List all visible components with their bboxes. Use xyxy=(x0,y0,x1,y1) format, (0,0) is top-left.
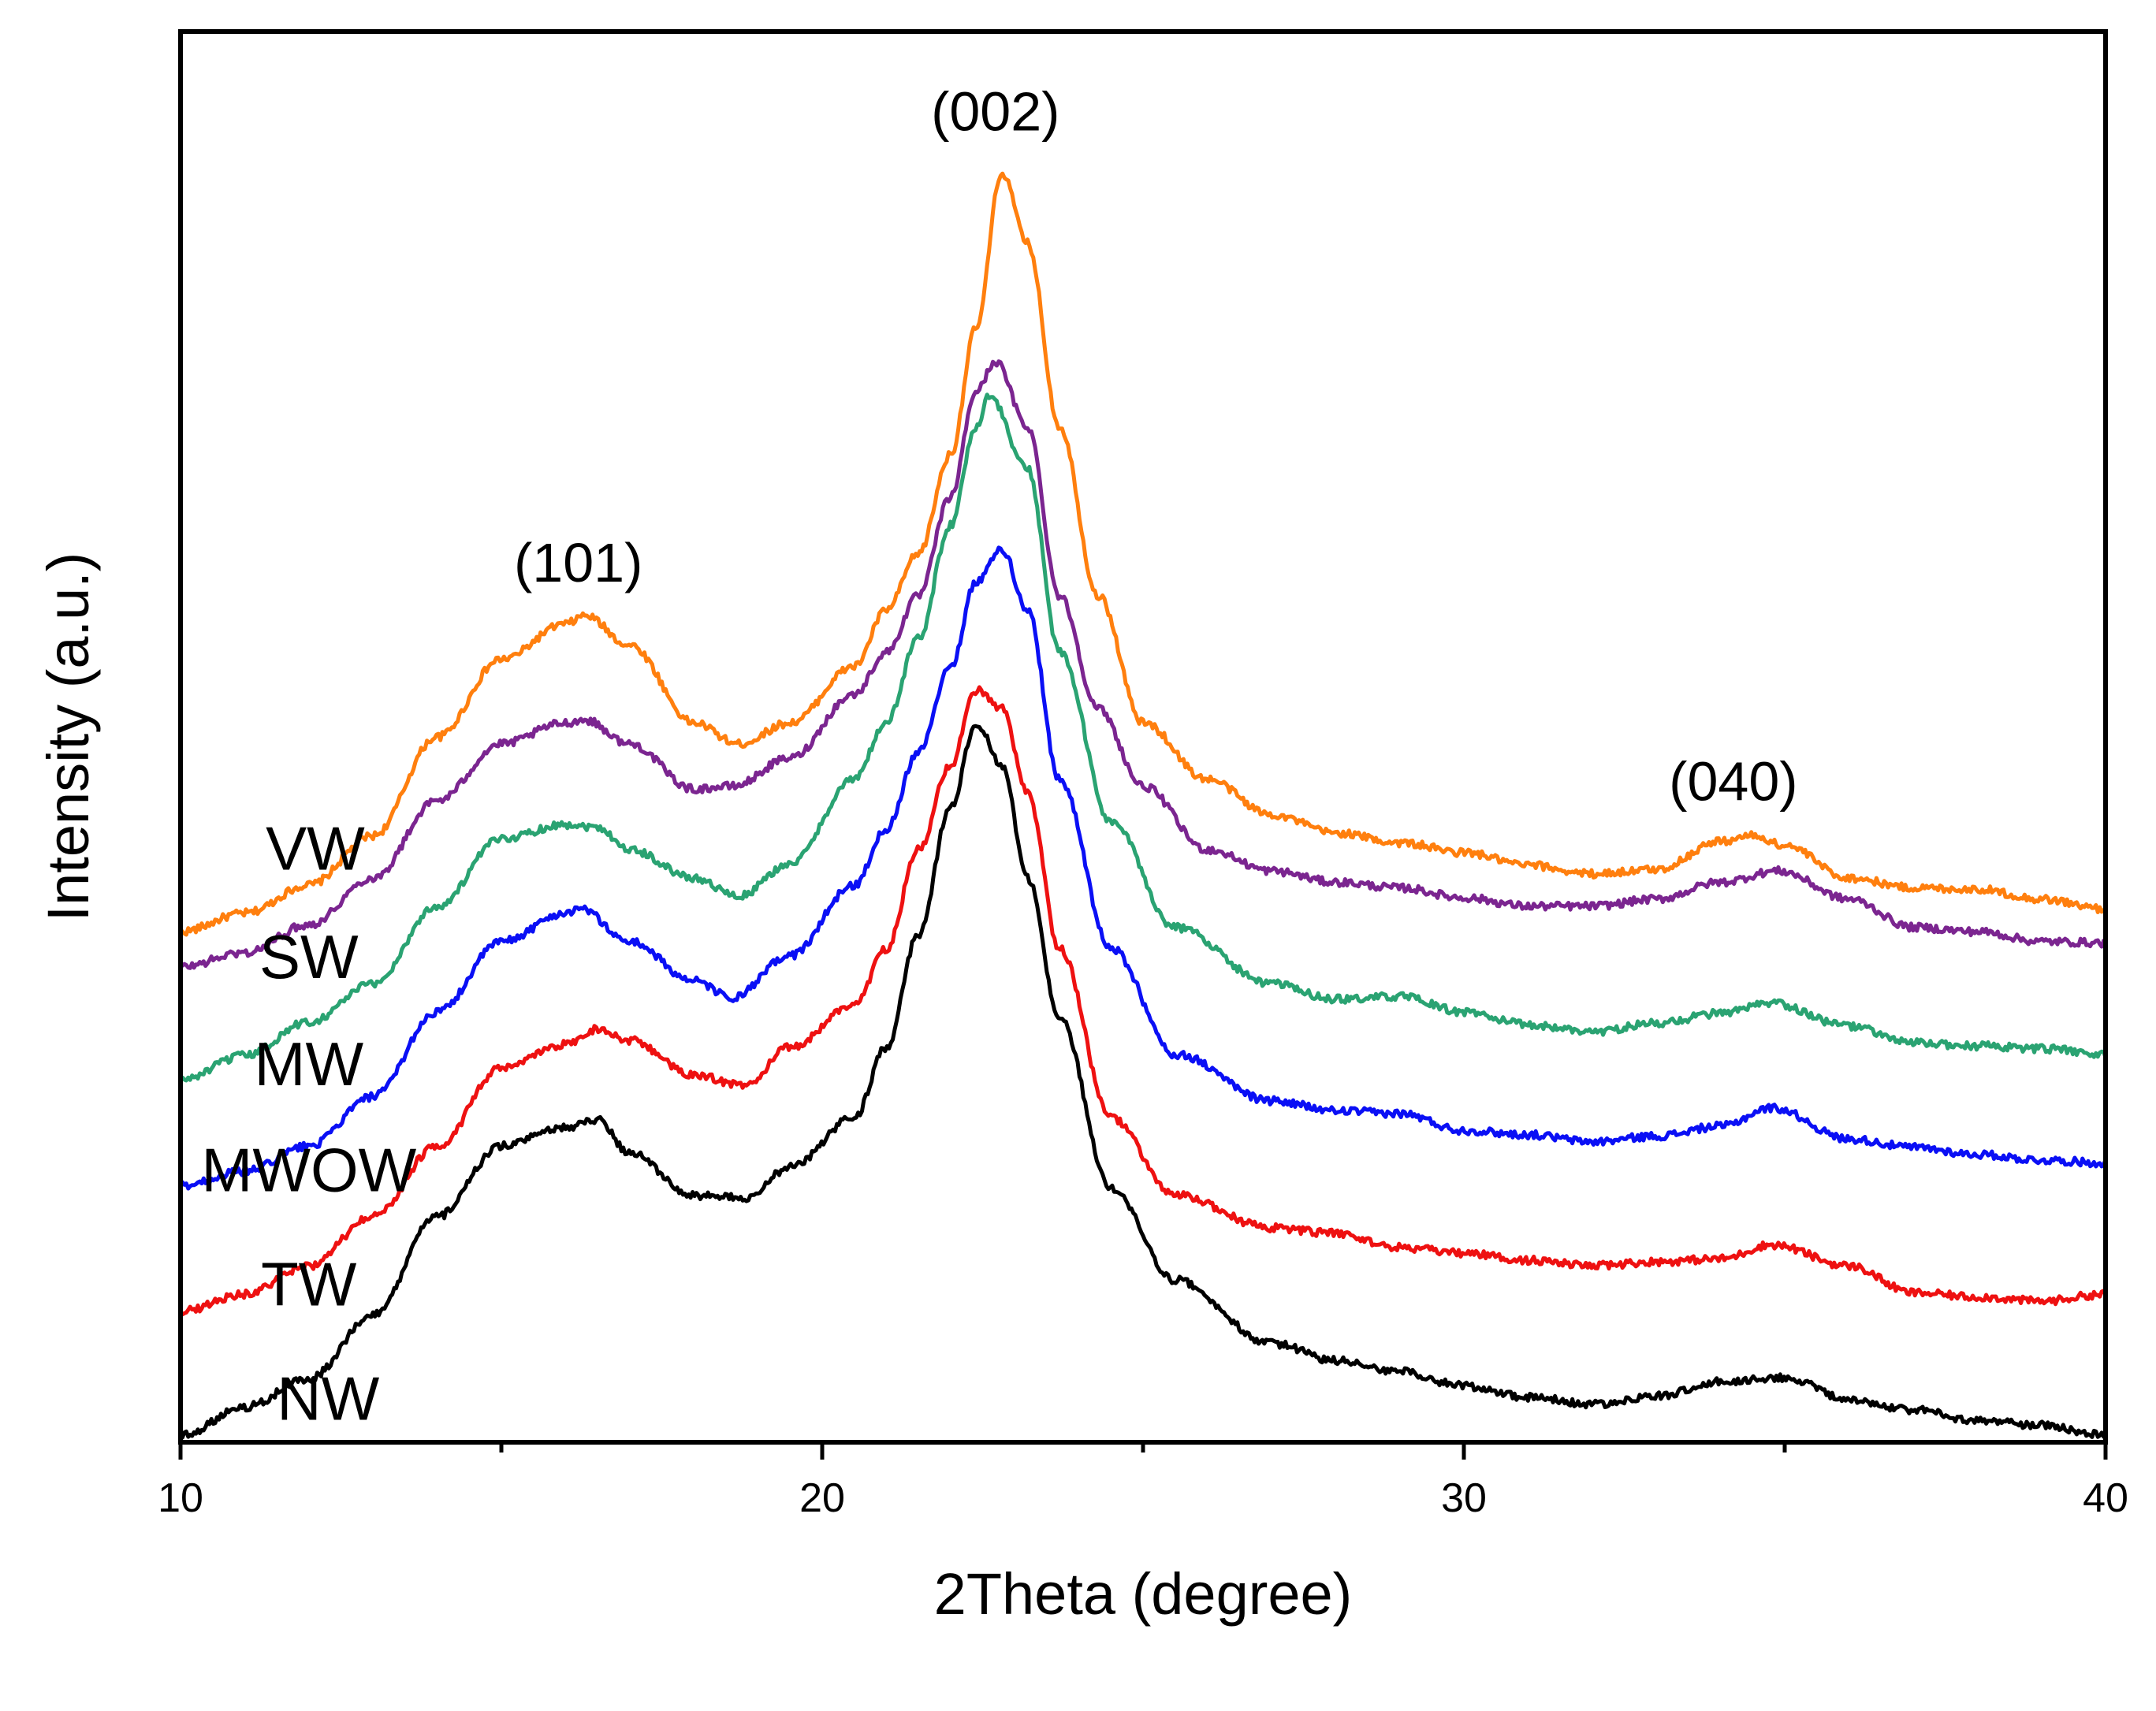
series-line-tw xyxy=(178,685,2108,1317)
series-label-sw: SW xyxy=(259,922,359,991)
series-layer xyxy=(178,171,2108,1440)
y-axis-title: Intensity (a.u.) xyxy=(35,552,101,922)
series-line-sw xyxy=(180,359,2108,970)
series-labels: VW SW MW MWOW TW NW xyxy=(201,813,416,1433)
series-label-mwow: MWOW xyxy=(201,1135,416,1204)
series-label-vw: VW xyxy=(266,813,365,883)
x-tick-label: 20 xyxy=(799,1475,845,1521)
x-tick-label: 30 xyxy=(1441,1475,1487,1521)
x-axis-ticks xyxy=(178,1442,2108,1460)
x-axis-title: 2Theta (degree) xyxy=(934,1561,1353,1627)
series-line-mw xyxy=(179,392,2108,1083)
x-axis-tick-labels: 10 20 30 40 xyxy=(158,1475,2128,1521)
peak-label: (040) xyxy=(1669,751,1797,813)
series-line-vw xyxy=(179,171,2108,937)
x-tick-label: 10 xyxy=(158,1475,203,1521)
peak-label: (101) xyxy=(514,532,642,593)
series-label-mw: MW xyxy=(254,1029,363,1099)
series-label-nw: NW xyxy=(277,1363,379,1433)
peak-label: (002) xyxy=(931,80,1059,142)
series-label-tw: TW xyxy=(261,1249,357,1319)
series-line-mwow xyxy=(178,545,2108,1191)
peak-labels: (101) (002) (040) xyxy=(514,80,1798,812)
x-tick-label: 40 xyxy=(2083,1475,2128,1521)
series-line-nw xyxy=(179,723,2108,1440)
